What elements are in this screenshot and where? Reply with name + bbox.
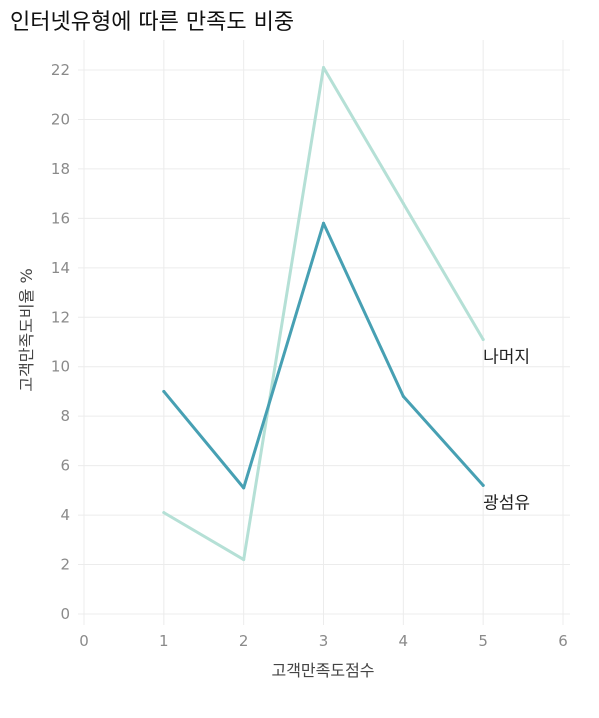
y-tick-label: 20 [51,110,70,128]
x-axis-ticks: 0 1 2 3 4 5 6 [79,632,568,650]
y-axis-ticks: 0 2 4 6 8 10 12 14 16 18 20 22 [51,61,70,623]
y-tick-label: 14 [51,259,70,277]
data-point [481,483,485,487]
x-axis-label: 고객만족도점수 [271,661,374,680]
y-tick-label: 10 [51,358,70,376]
x-tick-label: 2 [239,632,249,650]
x-tick-label: 3 [319,632,329,650]
y-tick-label: 6 [60,457,70,475]
data-point [401,394,405,398]
x-tick-label: 6 [558,632,568,650]
series-label-1: 나머지 [483,348,530,368]
y-tick-label: 8 [60,407,70,425]
data-point [162,389,166,393]
data-point [322,66,325,70]
data-point [401,202,405,206]
y-tick-label: 22 [51,61,70,79]
x-tick-label: 1 [159,632,169,650]
data-point [162,511,166,515]
y-tick-label: 18 [51,160,70,178]
y-tick-label: 0 [60,605,70,623]
data-point [242,558,246,562]
y-tick-label: 12 [51,308,70,326]
x-tick-label: 4 [399,632,409,650]
y-tick-label: 2 [60,556,70,574]
y-axis-label: 고객만족도비율 % [17,268,36,391]
y-tick-label: 16 [51,209,70,227]
grid-lines [78,40,570,625]
chart-title: 인터넷유형에 따른 만족도 비중 [10,10,295,35]
y-tick-label: 4 [60,506,70,524]
data-point [242,486,246,490]
data-point [322,221,325,225]
x-tick-label: 0 [79,632,89,650]
series-label-2: 광섬유 [483,493,530,513]
x-tick-label: 5 [478,632,488,650]
data-point [481,338,485,342]
